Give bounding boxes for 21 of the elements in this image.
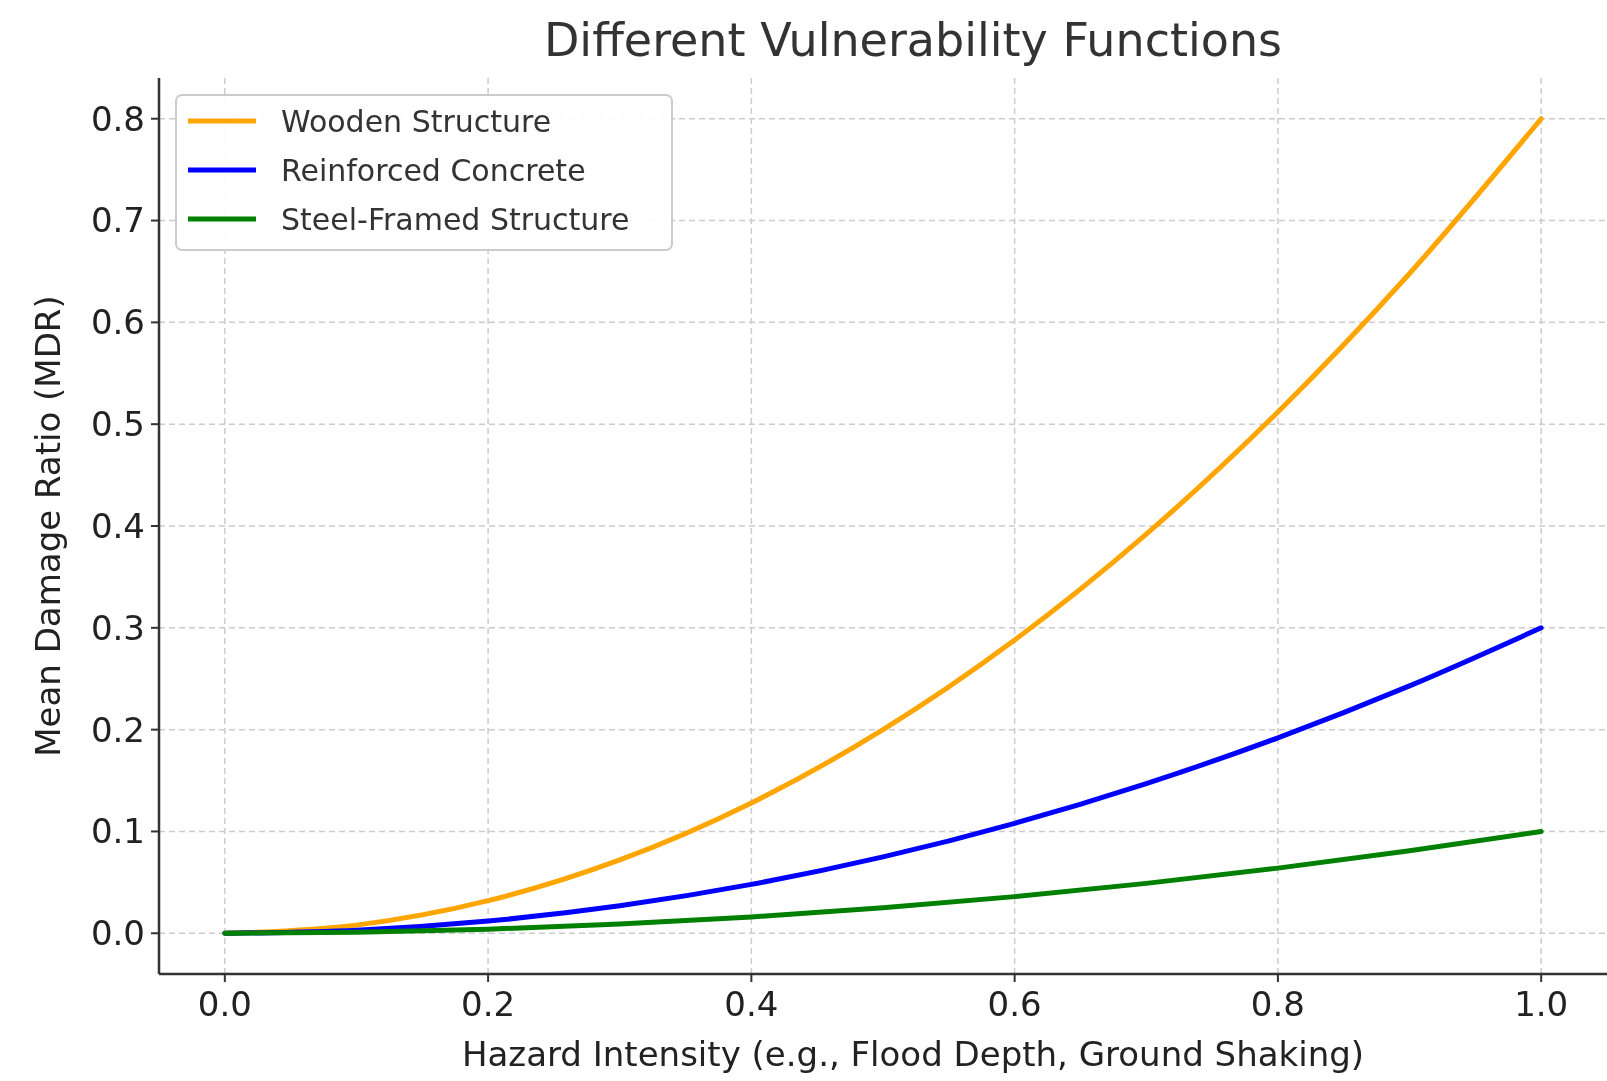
legend-label: Steel-Framed Structure (281, 201, 630, 237)
x-tick-label: 0.6 (987, 984, 1042, 1024)
y-tick-label: 0.1 (90, 811, 145, 852)
x-axis-title: Hazard Intensity (e.g., Flood Depth, Ground Shaking) (461, 1034, 1365, 1074)
y-tick-label: 0.3 (90, 607, 145, 648)
x-tick-label: 1.0 (1514, 984, 1569, 1024)
x-tick-label: 0.8 (1250, 984, 1305, 1024)
x-tick-label: 0.4 (724, 984, 779, 1024)
y-tick-label: 0.4 (90, 505, 145, 546)
y-tick-label: 0.8 (90, 98, 145, 139)
y-tick-label: 0.5 (90, 404, 145, 445)
y-tick-label: 0.6 (90, 302, 145, 343)
y-tick-label: 0.7 (90, 200, 145, 241)
legend-label: Wooden Structure (281, 103, 552, 139)
legend-label: Reinforced Concrete (281, 152, 586, 188)
y-tick-label: 0.0 (90, 913, 145, 954)
y-tick-label: 0.2 (90, 709, 145, 750)
y-axis-title: Mean Damage Ratio (MDR) (28, 295, 68, 757)
chart-title: Different Vulnerability Functions (543, 13, 1283, 67)
x-tick-label: 0.0 (197, 984, 252, 1024)
x-tick-label: 0.2 (461, 984, 516, 1024)
